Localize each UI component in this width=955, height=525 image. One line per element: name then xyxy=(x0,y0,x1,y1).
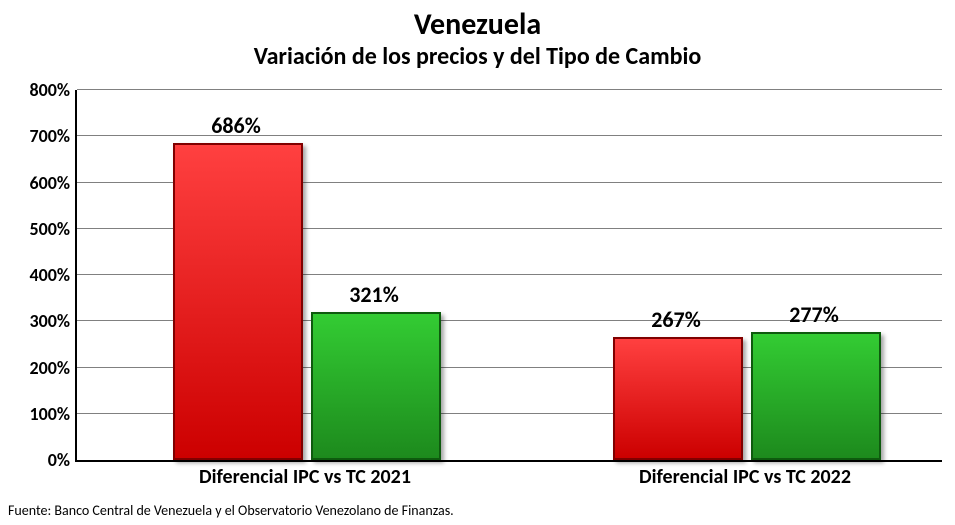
bar-ipc-0 xyxy=(173,143,303,460)
ytick-label: 800% xyxy=(10,79,70,101)
chart-container: Venezuela Variación de los precios y del… xyxy=(0,0,955,525)
ytick-label: 100% xyxy=(10,403,70,425)
ytick-label: 500% xyxy=(10,218,70,240)
bar-label: 321% xyxy=(309,281,439,308)
bar-label: 686% xyxy=(171,112,301,139)
ytick-label: 200% xyxy=(10,357,70,379)
ytick-label: 700% xyxy=(10,125,70,147)
bar-tc-1 xyxy=(751,332,881,460)
plot-area xyxy=(75,90,942,462)
ytick-label: 400% xyxy=(10,264,70,286)
bar-ipc-1 xyxy=(613,337,743,460)
bar-label: 267% xyxy=(611,306,741,333)
source-text: Fuente: Banco Central de Venezuela y el … xyxy=(8,502,454,519)
ytick-label: 300% xyxy=(10,310,70,332)
gridline xyxy=(77,89,942,90)
ytick-label: 600% xyxy=(10,172,70,194)
ytick-label: 0% xyxy=(10,449,70,471)
bar-label: 277% xyxy=(749,301,879,328)
x-category-label: Diferencial IPC vs TC 2021 xyxy=(125,465,485,489)
bar-tc-0 xyxy=(311,312,441,460)
x-category-label: Diferencial IPC vs TC 2022 xyxy=(565,465,925,489)
chart-title: Venezuela xyxy=(0,6,955,43)
chart-subtitle: Variación de los precios y del Tipo de C… xyxy=(0,42,955,71)
